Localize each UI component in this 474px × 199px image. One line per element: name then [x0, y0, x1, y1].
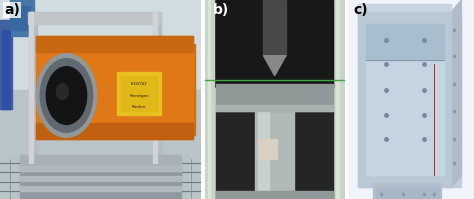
Bar [20, 155, 181, 171]
Bar [258, 139, 277, 159]
Bar [365, 24, 444, 175]
Polygon shape [264, 56, 286, 76]
Bar [20, 166, 181, 171]
Polygon shape [286, 0, 333, 88]
Bar [36, 36, 193, 139]
Bar [358, 12, 451, 187]
Bar [264, 0, 286, 56]
Bar [153, 12, 161, 163]
Ellipse shape [36, 54, 97, 137]
Bar [216, 84, 333, 111]
Bar [0, 0, 201, 90]
Bar [373, 183, 441, 199]
Bar [20, 186, 181, 191]
Bar [117, 72, 161, 115]
Bar [0, 90, 201, 199]
Text: ISOVOLT: ISOVOLT [130, 82, 147, 86]
Bar [111, 44, 195, 135]
Bar [121, 76, 157, 111]
Bar [0, 20, 12, 109]
Bar [36, 36, 193, 52]
Ellipse shape [46, 67, 87, 124]
Bar [29, 12, 33, 163]
Bar [2, 30, 10, 109]
Bar [216, 0, 333, 88]
Bar [205, 0, 216, 199]
Bar [358, 12, 461, 187]
Text: c): c) [353, 3, 367, 17]
Text: Roehre: Roehre [132, 105, 146, 109]
Ellipse shape [40, 59, 93, 132]
Bar [10, 0, 34, 36]
Bar [208, 0, 210, 199]
Bar [216, 111, 255, 199]
Bar [20, 176, 181, 181]
Bar [294, 111, 333, 199]
Bar [10, 6, 30, 30]
Text: a): a) [4, 3, 20, 17]
Bar [216, 191, 333, 199]
Bar [255, 111, 294, 199]
Bar [333, 0, 345, 199]
Bar [336, 0, 339, 199]
Bar [153, 12, 157, 163]
Polygon shape [451, 0, 461, 187]
Polygon shape [216, 0, 264, 88]
Bar [365, 24, 444, 60]
Text: Roentgen: Roentgen [129, 94, 149, 98]
Bar [28, 155, 161, 163]
Text: b): b) [213, 3, 229, 17]
Bar [258, 111, 269, 199]
Bar [28, 12, 161, 24]
Ellipse shape [56, 84, 68, 100]
Bar [216, 105, 333, 111]
Bar [358, 4, 451, 16]
Bar [29, 12, 37, 163]
Bar [20, 159, 181, 199]
Bar [36, 123, 193, 139]
Bar [376, 189, 439, 199]
